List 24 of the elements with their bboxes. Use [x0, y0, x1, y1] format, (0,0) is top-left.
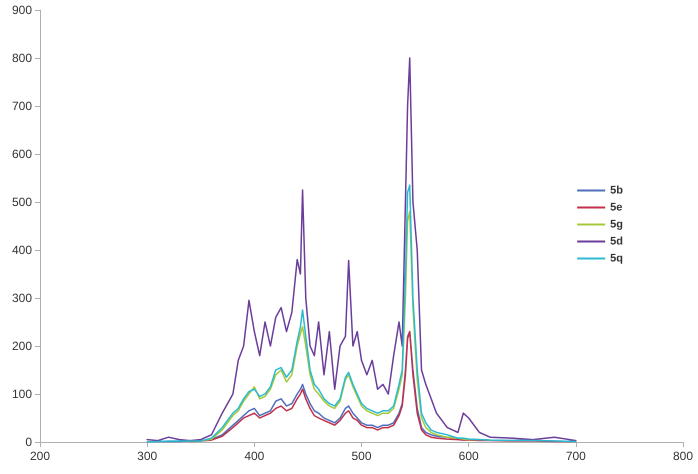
y-tick-label: 700 — [12, 99, 32, 113]
x-tick-label: 500 — [351, 449, 372, 463]
y-tick-label: 600 — [12, 147, 32, 161]
x-tick-label: 200 — [30, 449, 50, 463]
line-series — [146, 184, 577, 443]
legend-label: 5b — [610, 184, 624, 196]
y-tick-label: 0 — [25, 435, 32, 449]
y-tick-label: 200 — [12, 339, 32, 353]
y-tick-label: 300 — [12, 291, 32, 305]
x-tick-label: 400 — [244, 449, 265, 463]
y-tick-label: 800 — [12, 51, 32, 65]
x-tick-label: 300 — [137, 449, 158, 463]
legend-label: 5g — [610, 218, 624, 230]
x-tick-label: 700 — [566, 449, 586, 463]
y-tick-label: 900 — [12, 3, 32, 17]
line-series — [146, 57, 577, 442]
y-tick-label: 100 — [12, 387, 32, 401]
x-tick-label: 800 — [672, 449, 694, 463]
legend-label: 5q — [610, 252, 624, 264]
y-tick-label: 500 — [12, 195, 32, 209]
x-tick-label: 600 — [458, 449, 479, 463]
y-tick-label: 400 — [12, 243, 32, 257]
legend-label: 5e — [610, 202, 622, 214]
legend-label: 5d — [610, 236, 624, 248]
